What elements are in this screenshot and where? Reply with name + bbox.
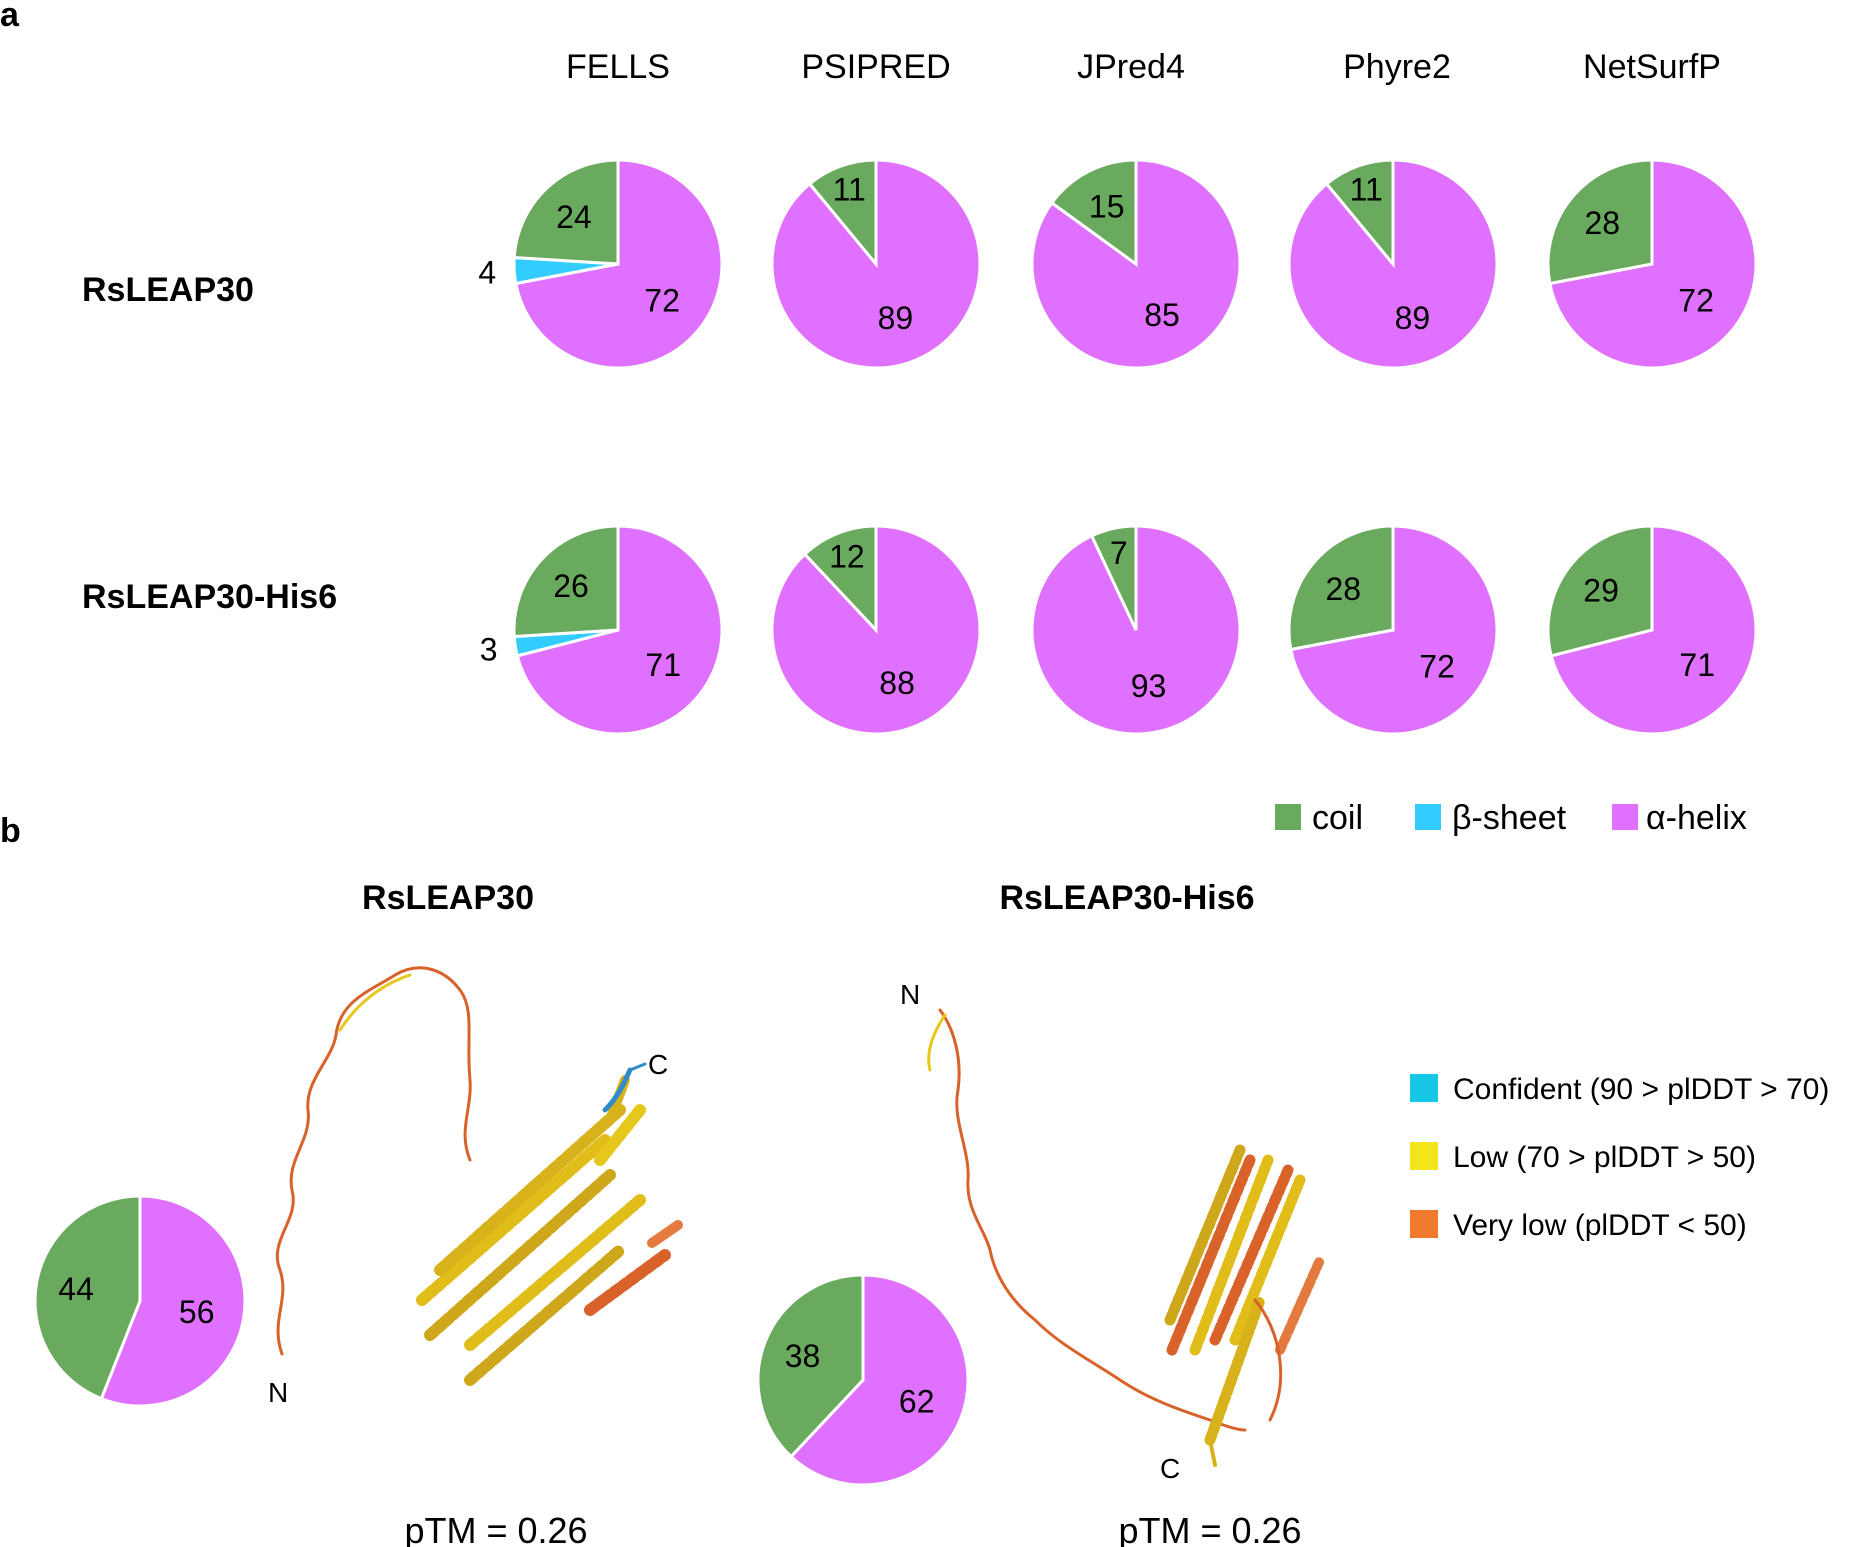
confidence-label-low: Low (70 > plDDT > 50) [1453, 1141, 1756, 1174]
pie-rsleap30-his6-netsurfp-slice-alpha-helix [1549, 524, 1758, 736]
pie-rsleap30-phyre2-slice-coil [1324, 158, 1395, 269]
pie-rsleap30-his6-netsurfp-slice-coil [1546, 524, 1654, 658]
pie-rsleap30-psipred-label-coil: 11 [833, 172, 866, 208]
pie-rsleap30-his6-psipred-label-alpha-helix: 88 [879, 665, 915, 701]
confidence-swatch-low [1410, 1142, 1438, 1170]
pie-rsleap30-fells-label-coil: 24 [556, 199, 592, 235]
method-label-psipred: PSIPRED [801, 48, 950, 86]
pie-rsleap30-his6-fells-label-beta-sheet: 3 [480, 632, 498, 668]
confidence-label-very-low: Very low (plDDT < 50) [1453, 1209, 1747, 1242]
pie-rsleap30-netsurfp: 72 28 [1546, 158, 1758, 370]
pie-rsleap30-his6-phyre2-slice-coil [1287, 524, 1395, 652]
pie-rsleap30-his6-jpred4-label-coil: 7 [1110, 535, 1128, 571]
c-terminus-label-rsleap30: C [648, 1049, 668, 1080]
pie-rsleap30-his6-fells-label-alpha-helix: 71 [645, 647, 681, 683]
ptm-label-rsleap30-his6: pTM = 0.26 [1118, 1510, 1301, 1547]
pie-rsleap30-his6-fells: 71 3 26 [480, 524, 724, 736]
pie-rsleap30-jpred4-label-alpha-helix: 85 [1144, 297, 1180, 333]
structure-pie-rsleap30-slice-alpha-helix [99, 1194, 247, 1408]
pie-rsleap30-jpred4: 85 15 [1030, 158, 1242, 370]
pie-rsleap30-fells-label-beta-sheet: 4 [478, 254, 496, 290]
pie-rsleap30-his6-fells-label-coil: 26 [553, 568, 589, 604]
pie-rsleap30-his6-fells-slice-alpha-helix [515, 524, 724, 736]
legend-label-beta-sheet: β-sheet [1452, 799, 1567, 837]
pie-rsleap30-his6-phyre2-label-alpha-helix: 72 [1419, 649, 1455, 685]
structure-pie-rsleap30-label-alpha-helix: 56 [179, 1294, 215, 1330]
pie-rsleap30-his6-jpred4-label-alpha-helix: 93 [1131, 668, 1167, 704]
pie-rsleap30-his6-psipred-slice-coil [802, 524, 878, 634]
c-terminus-label-rsleap30-his6: C [1160, 1453, 1180, 1484]
row-label-rsleap30-his6: RsLEAP30-His6 [82, 578, 337, 616]
structure-pie-rsleap30-his6-slice-alpha-helix [788, 1273, 970, 1487]
legend-label-alpha-helix: α-helix [1646, 799, 1747, 837]
pie-rsleap30-fells-slice-coil [512, 158, 620, 266]
pie-rsleap30-netsurfp-label-coil: 28 [1585, 205, 1621, 241]
structure-pie-rsleap30-his6: 62 38 [756, 1273, 970, 1487]
pie-rsleap30-his6-netsurfp-label-alpha-helix: 71 [1679, 647, 1715, 683]
structure-pie-rsleap30: 56 44 [33, 1194, 247, 1408]
legend-swatch-beta-sheet [1415, 804, 1441, 830]
protein-structure-rsleap30-his6 [927, 1008, 1325, 1467]
pie-grid: 72 4 24 89 11 85 15 89 11 72 28 71 3 26 88 12 93 7 72 28 71 2… [478, 158, 1758, 736]
pie-rsleap30-his6-phyre2-label-coil: 28 [1326, 571, 1362, 607]
pie-rsleap30-his6-netsurfp: 71 29 [1546, 524, 1758, 736]
legend-label-coil: coil [1312, 799, 1363, 837]
pie-rsleap30-phyre2: 89 11 [1287, 158, 1499, 370]
confidence-legend: Confident (90 > plDDT > 70) Low (70 > pl… [1410, 1073, 1829, 1242]
pie-rsleap30-his6-phyre2: 72 28 [1287, 524, 1499, 736]
structure-pie-rsleap30-his6-label-coil: 38 [785, 1338, 821, 1374]
confidence-label-confident: Confident (90 > plDDT > 70) [1453, 1073, 1829, 1106]
confidence-swatch-confident [1410, 1074, 1438, 1102]
pie-rsleap30-his6-jpred4: 93 7 [1030, 524, 1242, 736]
legend-swatch-coil [1275, 804, 1301, 830]
pie-rsleap30-his6-psipred: 88 12 [770, 524, 982, 736]
structure-pie-rsleap30-his6-slice-coil [756, 1273, 865, 1459]
pie-rsleap30-psipred: 89 11 [770, 158, 982, 370]
row-label-rsleap30: RsLEAP30 [82, 271, 254, 309]
pie-rsleap30-his6-fells-slice-coil [512, 524, 620, 639]
pie-rsleap30-jpred4-slice-coil [1049, 158, 1138, 267]
pie-rsleap30-psipred-slice-coil [807, 158, 878, 269]
pie-rsleap30-his6-psipred-label-coil: 12 [829, 539, 865, 575]
legend: coil β-sheet α-helix [1275, 799, 1747, 837]
pie-rsleap30-his6-netsurfp-label-coil: 29 [1583, 573, 1619, 609]
pie-rsleap30-netsurfp-slice-coil [1546, 158, 1654, 286]
pie-rsleap30-jpred4-label-coil: 15 [1089, 189, 1125, 225]
n-terminus-label-rsleap30-his6: N [900, 979, 920, 1010]
pie-rsleap30-phyre2-label-alpha-helix: 89 [1395, 300, 1431, 336]
method-label-fells: FELLS [566, 48, 670, 86]
pie-rsleap30-netsurfp-label-alpha-helix: 72 [1678, 283, 1714, 319]
confidence-swatch-very-low [1410, 1210, 1438, 1238]
structure-pie-rsleap30-slice-coil [33, 1194, 142, 1401]
panel-label-b: b [0, 812, 21, 850]
protein-structure-rsleap30 [275, 966, 683, 1386]
pie-rsleap30-fells-label-alpha-helix: 72 [644, 283, 680, 319]
legend-swatch-alpha-helix [1612, 804, 1638, 830]
ptm-label-rsleap30: pTM = 0.26 [404, 1510, 587, 1547]
pie-rsleap30-his6-jpred4-slice-coil [1089, 524, 1138, 631]
method-label-netsurfp: NetSurfP [1583, 48, 1721, 86]
structure-pies: 56 44 62 38 [33, 1194, 970, 1487]
structure-title-rsleap30-his6: RsLEAP30-His6 [999, 879, 1254, 917]
pie-rsleap30-psipred-label-alpha-helix: 89 [878, 300, 914, 336]
pie-rsleap30-fells: 72 4 24 [478, 158, 724, 370]
structure-title-rsleap30: RsLEAP30 [362, 879, 534, 917]
pie-rsleap30-his6-psipred-slice-alpha-helix [770, 524, 982, 736]
panel-label-a: a [0, 0, 20, 34]
method-label-jpred4: JPred4 [1077, 48, 1185, 86]
structure-pie-rsleap30-his6-label-alpha-helix: 62 [899, 1383, 935, 1419]
pie-rsleap30-phyre2-label-coil: 11 [1350, 172, 1383, 208]
method-label-phyre2: Phyre2 [1343, 48, 1451, 86]
n-terminus-label-rsleap30: N [268, 1377, 288, 1408]
structure-pie-rsleap30-label-coil: 44 [58, 1271, 94, 1307]
